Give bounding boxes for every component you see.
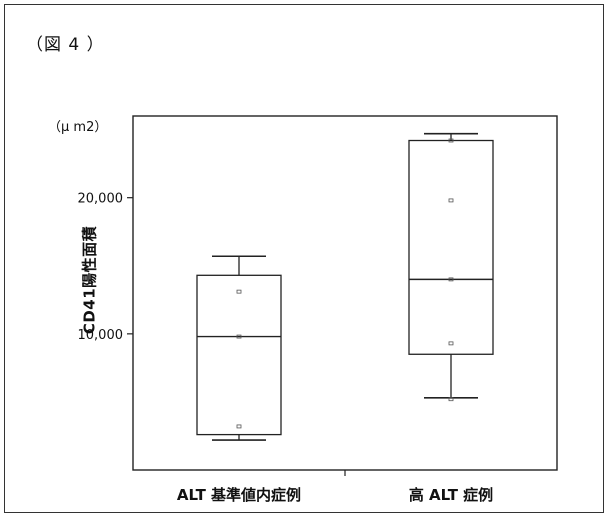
box-1	[409, 134, 493, 401]
x-categories: ALT 基準値内症例 高 ALT 症例	[177, 486, 493, 504]
boxes	[197, 134, 493, 440]
category-label-0: ALT 基準値内症例	[177, 486, 301, 504]
y-ticks: 10,000 20,000	[78, 192, 134, 343]
category-label-1: 高 ALT 症例	[409, 486, 493, 504]
box-0	[197, 256, 281, 440]
iqr-box-0	[197, 275, 281, 434]
y-tick-label-0: 10,000	[78, 328, 124, 343]
iqr-box-1	[409, 141, 493, 355]
y-tick-label-1: 20,000	[78, 192, 124, 207]
